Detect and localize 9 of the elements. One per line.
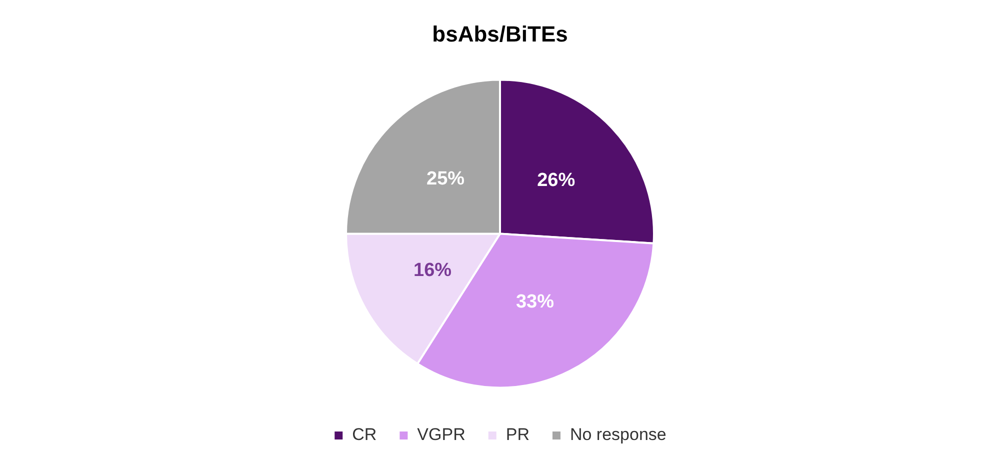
chart-title: bsAbs/BiTEs xyxy=(432,21,568,46)
legend-label: No response xyxy=(570,425,666,444)
data-label: 26% xyxy=(537,170,576,192)
data-label: 16% xyxy=(414,260,452,282)
data-label: 25% xyxy=(426,168,465,190)
data-label: 33% xyxy=(516,292,554,313)
legend-label: CR xyxy=(352,425,377,444)
legend-label: PR xyxy=(506,425,530,444)
legend-label: VGPR xyxy=(417,425,466,444)
